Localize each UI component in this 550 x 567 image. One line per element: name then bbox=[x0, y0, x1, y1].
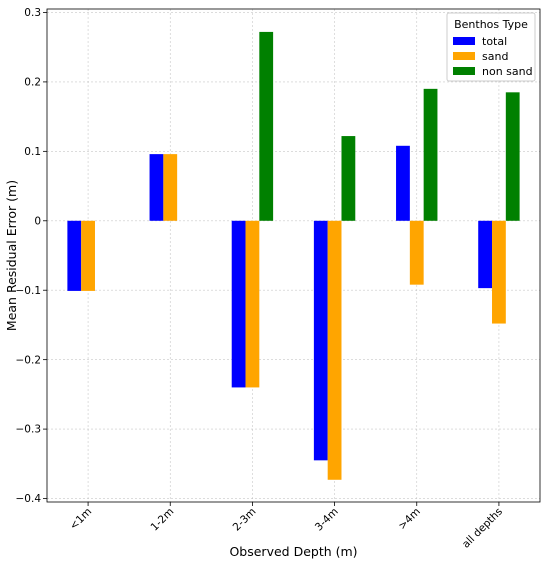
bar-non-sand-4 bbox=[423, 88, 438, 221]
bar-total-0 bbox=[67, 220, 82, 291]
y-tick-label: 0.1 bbox=[24, 146, 41, 158]
plot-frame bbox=[46, 8, 541, 503]
legend-label-sand: sand bbox=[482, 50, 508, 63]
x-axis-label: Observed Depth (m) bbox=[229, 544, 357, 559]
bar-sand-1 bbox=[163, 154, 178, 221]
bars-layer bbox=[67, 31, 520, 480]
y-tick-label: 0 bbox=[34, 215, 41, 227]
bar-sand-4 bbox=[409, 220, 424, 285]
bar-total-3 bbox=[313, 220, 328, 461]
y-tick-label: −0.3 bbox=[16, 424, 42, 436]
bar-total-4 bbox=[396, 145, 410, 221]
bar-sand-3 bbox=[327, 220, 342, 480]
bar-total-5 bbox=[478, 220, 493, 289]
legend-label-total: total bbox=[482, 35, 507, 48]
y-axis-label: Mean Residual Error (m) bbox=[4, 180, 19, 331]
y-tick-label: −0.2 bbox=[16, 354, 42, 366]
bar-total-1 bbox=[149, 154, 164, 221]
legend-swatch-non-sand bbox=[453, 67, 475, 75]
bar-non-sand-3 bbox=[341, 136, 356, 221]
bar-sand-2 bbox=[245, 220, 260, 388]
y-tick-label: −0.4 bbox=[16, 493, 42, 505]
bar-non-sand-2 bbox=[259, 31, 274, 221]
bar-sand-0 bbox=[81, 220, 95, 291]
legend-swatch-sand bbox=[453, 52, 475, 60]
y-tick-label: 0.3 bbox=[24, 7, 41, 19]
y-tick-label: −0.1 bbox=[16, 285, 42, 297]
legend-box bbox=[446, 12, 536, 82]
legend-title: Benthos Type bbox=[454, 18, 528, 31]
bar-total-2 bbox=[231, 220, 246, 388]
legend-label-non-sand: non sand bbox=[482, 65, 533, 78]
legend: Benthos Type total sand non sand bbox=[446, 12, 536, 82]
bar-non-sand-5 bbox=[505, 92, 520, 221]
y-tick-label: 0.2 bbox=[24, 77, 41, 89]
bar-sand-5 bbox=[492, 220, 506, 324]
legend-swatch-total bbox=[453, 37, 475, 45]
